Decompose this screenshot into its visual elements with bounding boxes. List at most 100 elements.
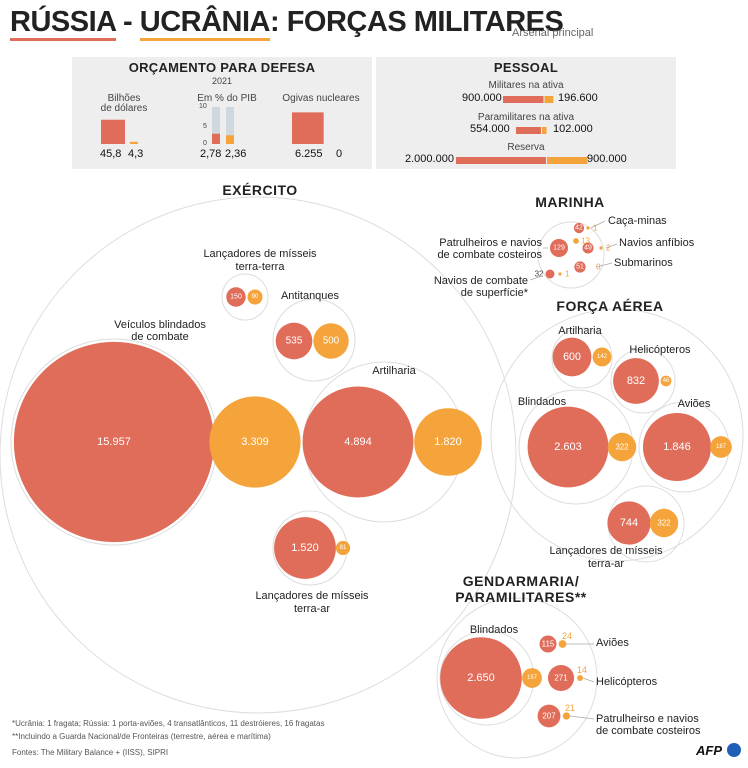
afp-logo: AFP	[696, 743, 722, 758]
ukraine-value-label: 24	[562, 631, 572, 641]
russia-bubble	[539, 635, 557, 653]
army-sam-label-2: terra-ar	[293, 603, 331, 615]
ukraine-bubble	[335, 540, 351, 556]
ukraine-bubble	[607, 432, 637, 462]
navy-surface-label-1: Navios de combate	[433, 275, 528, 287]
ukraine-bubble	[558, 640, 567, 648]
gdp-russia-track	[212, 107, 220, 144]
russia-value-label: 1.520	[291, 542, 319, 554]
russia-value-label: 600	[563, 351, 581, 363]
army-afv-label-1: Veículos blindados	[114, 319, 206, 331]
category-ring	[551, 327, 613, 389]
ukraine-value-label: 21	[565, 703, 575, 713]
navy-patrol-label-1: Patrulheiros e navios	[439, 237, 542, 249]
russia-bubble	[302, 386, 414, 498]
ukraine-value-label: 142	[597, 354, 608, 360]
personnel-russia-bar	[456, 157, 546, 164]
ukraine-value-label: 13	[581, 237, 590, 246]
ukraine-bubble	[586, 226, 590, 230]
personnel-ukraine-bar	[547, 157, 588, 164]
gendarmerie-title-2: PARAMILITARES**	[455, 589, 587, 605]
gd-heli-label: Helicópteros	[596, 676, 658, 688]
ukraine-bubble	[522, 668, 542, 688]
ukraine-value-label: 322	[615, 443, 628, 452]
leader-line	[590, 220, 606, 229]
title-rest: : FORÇAS MILITARES	[270, 6, 564, 38]
ukraine-value-label: 187	[716, 444, 727, 450]
ukraine-value-label: 157	[527, 675, 538, 681]
footnote-1: *Ucrânia: 1 fragata; Rússia: 1 porta-avi…	[12, 719, 325, 728]
russia-value-label: 51	[576, 264, 584, 271]
ukraine-bubble	[562, 712, 571, 720]
footnote-2: **Incluindo a Guarda Nacional/de Frontei…	[12, 732, 271, 741]
russia-value-label: 32	[535, 270, 544, 279]
russia-value-label: 4.894	[344, 436, 372, 448]
ukraine-value-label: 2	[606, 244, 611, 253]
personnel-title: PESSOAL	[493, 60, 559, 75]
russia-value-label: 2.650	[467, 672, 495, 684]
russia-value-label: 115	[542, 640, 555, 649]
ukraine-bubble	[599, 246, 603, 250]
russia-bubble	[613, 358, 659, 404]
title-russia: RÚSSIA	[10, 6, 116, 41]
ukraine-bubble	[660, 375, 672, 387]
russia-bubble	[573, 222, 585, 234]
ukraine-value-label: 14	[577, 665, 587, 675]
army-art-label: Artilharia	[372, 365, 416, 377]
ukraine-bubble	[313, 323, 349, 359]
gdp-ukraine-bar	[226, 135, 234, 144]
title-separator: -	[115, 6, 140, 38]
russia-value-label: 49	[584, 245, 592, 252]
russia-bubble	[547, 664, 575, 692]
ukraine-bubble	[414, 408, 482, 476]
af-armor-label: Blindados	[517, 396, 567, 408]
gdp-ukraine-value: 2,36	[225, 148, 247, 160]
ukraine-bubble	[649, 508, 679, 538]
army-ssm-label-2: terra-terra	[235, 261, 285, 273]
russia-bubble	[275, 322, 313, 360]
ukraine-value-label: 0	[596, 263, 601, 272]
ukraine-value-label: 46	[663, 378, 670, 384]
active-ukraine-value: 196.600	[558, 92, 598, 104]
russia-bubble	[574, 261, 586, 273]
gdp-tick-0: 0	[203, 140, 207, 147]
russia-bubble	[552, 337, 592, 377]
gendarmerie-title-1: GENDARMARIA/	[462, 573, 580, 589]
navy-amph-label: Navios anfíbios	[619, 237, 695, 249]
airforce-outer-ring	[490, 308, 744, 562]
navy-patrol-label-2: de combate costeiros	[437, 249, 542, 261]
af-art-label: Artilharia	[558, 325, 602, 337]
russia-value-label: 1.846	[663, 441, 691, 453]
para-russia-value: 554.000	[470, 123, 510, 135]
russia-bubble	[537, 704, 561, 728]
nukes-label: Ogivas nucleares	[282, 93, 360, 104]
title-ukraine: UCRÂNIA	[139, 6, 271, 41]
leader-line	[569, 715, 595, 720]
usd-russia-bar	[101, 119, 125, 144]
gd-patrol-label-2: de combate costeiros	[596, 725, 701, 737]
ukraine-value-label: 1.820	[434, 436, 462, 448]
af-plane-label: Aviões	[677, 398, 711, 410]
usd-ukraine-value: 4,3	[128, 148, 144, 160]
russia-value-label: 271	[554, 674, 568, 683]
russia-bubble	[226, 287, 246, 307]
russia-value-label: 744	[620, 517, 638, 529]
gdp-ukraine-track	[226, 107, 234, 144]
page-title: RÚSSIA - UCRÂNIA: FORÇAS MILITARES	[10, 6, 564, 41]
ukraine-bubble	[577, 675, 584, 681]
russia-bubble	[527, 406, 609, 488]
russia-bubble	[274, 517, 336, 579]
personnel-russia-bar	[516, 127, 541, 134]
russia-value-label: 150	[230, 294, 242, 301]
navy-surface-label-2: de superfície*	[460, 287, 528, 299]
nukes-ukraine-value: 0	[336, 148, 343, 160]
gdp-tick-5: 5	[203, 123, 207, 130]
reserve-russia-value: 2.000.000	[405, 153, 454, 165]
russia-bubble	[545, 269, 555, 279]
nukes-russia-bar	[292, 112, 324, 144]
usd-ukraine-bar	[130, 141, 138, 144]
russia-value-label: 2.603	[554, 441, 582, 453]
army-title: EXÉRCITO	[222, 182, 298, 198]
af-heli-label: Helicópteros	[629, 344, 691, 356]
budget-year: 2021	[211, 76, 233, 86]
